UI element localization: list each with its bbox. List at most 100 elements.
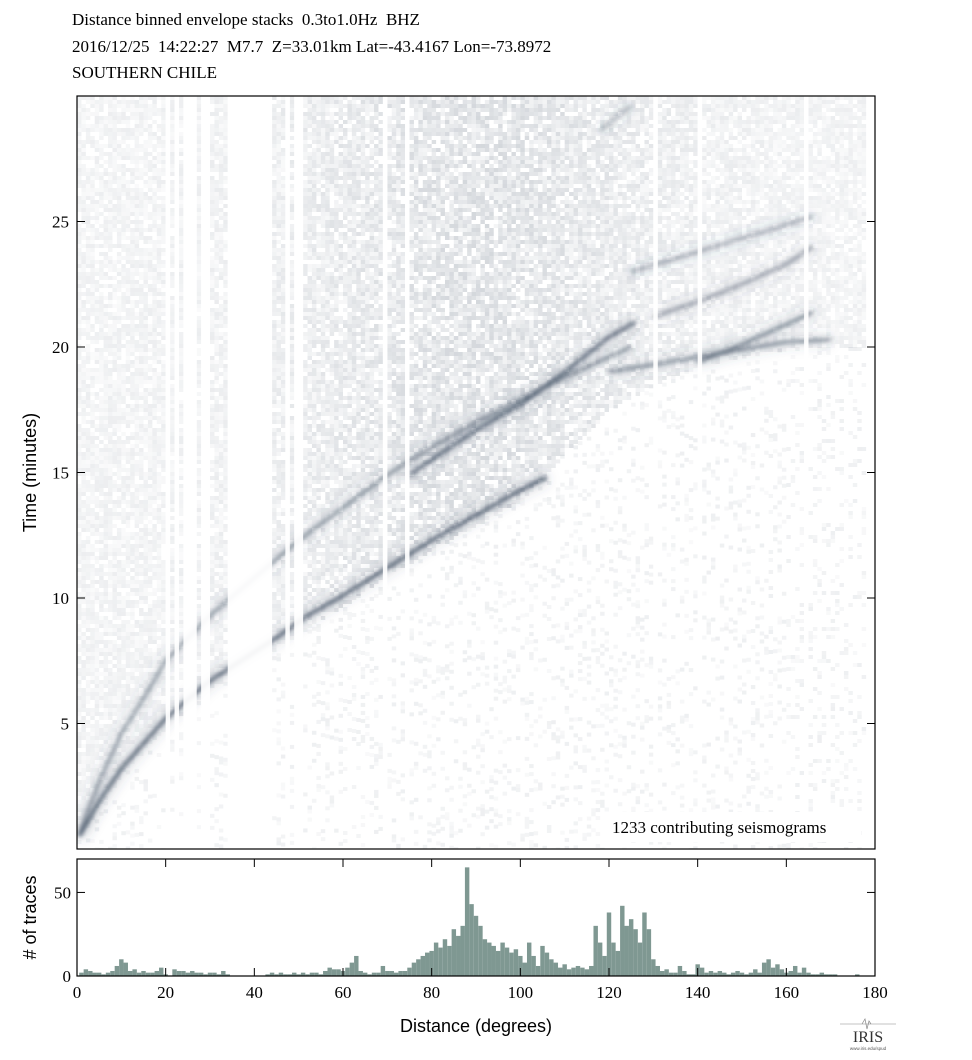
heat-cell — [276, 468, 281, 472]
heat-cell — [81, 128, 86, 132]
heat-cell — [280, 196, 286, 200]
heat-cell — [103, 704, 109, 708]
heat-cell — [85, 736, 91, 740]
heat-cell — [99, 648, 104, 652]
heat-cell — [307, 288, 312, 292]
heat-cell — [214, 600, 219, 604]
heat-cell — [303, 316, 308, 320]
heat-cell — [316, 152, 321, 156]
heat-cell — [90, 280, 95, 284]
heat-cell — [130, 472, 135, 476]
heat-cell — [178, 108, 184, 112]
heat-cell — [289, 632, 295, 636]
heat-cell — [152, 404, 157, 408]
heat-cell — [289, 604, 295, 608]
heat-cell — [77, 200, 82, 204]
heat-cell — [276, 172, 281, 176]
heat-cell — [90, 448, 94, 452]
heat-cell — [196, 636, 202, 640]
heat-cell — [161, 376, 165, 380]
heat-cell — [95, 380, 99, 384]
heat-cell — [125, 116, 131, 120]
heat-cell — [156, 753, 162, 758]
heat-cell — [316, 124, 321, 128]
heat-cell — [280, 572, 286, 576]
heat-cell — [121, 296, 126, 300]
heat-cell — [307, 512, 312, 516]
heat-cell — [121, 560, 125, 564]
heat-cell — [103, 228, 109, 232]
heat-cell — [152, 264, 157, 268]
heat-cell — [90, 580, 95, 584]
heat-cell — [276, 464, 281, 468]
heat-cell — [81, 560, 85, 564]
heat-cell — [134, 100, 140, 104]
heat-cell — [276, 176, 281, 180]
heat-cell — [276, 368, 281, 372]
heat-cell — [196, 204, 202, 208]
heat-cell — [86, 188, 90, 192]
heat-cell — [112, 124, 117, 128]
heat-cell — [272, 188, 277, 192]
heat-cell — [139, 248, 144, 252]
heat-cell — [161, 684, 166, 688]
heat-cell — [156, 596, 162, 600]
heat-cell — [178, 284, 184, 288]
heat-cell — [148, 272, 152, 276]
heat-cell — [116, 344, 122, 348]
heat-cell — [108, 472, 112, 476]
heat-cell — [170, 400, 175, 404]
heat-cell — [77, 688, 82, 692]
heat-cell — [179, 468, 183, 472]
heat-cell — [272, 580, 277, 584]
heat-cell — [320, 508, 326, 512]
heat-cell — [311, 556, 317, 560]
heat-cell — [161, 532, 165, 536]
heat-cell — [272, 296, 277, 300]
heat-cell — [178, 368, 184, 372]
heat-cell — [280, 690, 286, 695]
heat-cell — [276, 480, 281, 484]
heat-cell — [112, 508, 116, 512]
heat-cell — [303, 264, 308, 268]
heat-cell — [272, 576, 277, 580]
heat-cell — [139, 300, 144, 304]
heat-cell — [139, 288, 144, 292]
heat-cell — [139, 132, 144, 136]
heat-cell — [218, 244, 224, 248]
heat-cell — [143, 512, 148, 516]
heat-cell — [170, 680, 174, 684]
heat-cell — [85, 308, 91, 312]
heat-cell — [223, 548, 228, 552]
heat-cell — [178, 188, 184, 192]
heat-cell — [219, 232, 223, 236]
heat-cell — [99, 548, 104, 552]
heat-cell — [108, 688, 113, 692]
heat-cell — [320, 304, 326, 308]
heat-cell — [125, 484, 131, 488]
heat-cell — [223, 468, 228, 472]
heat-cell — [214, 520, 219, 524]
heat-cell — [214, 819, 219, 824]
heat-cell — [103, 272, 109, 276]
heat-cell — [116, 364, 122, 368]
heat-cell — [94, 724, 100, 728]
heat-cell — [99, 100, 104, 104]
heat-cell — [143, 540, 148, 544]
heat-cell — [147, 652, 153, 656]
heat-cell — [152, 172, 156, 176]
heat-cell — [277, 168, 281, 172]
heat-cell — [276, 352, 281, 356]
heat-cell — [289, 228, 295, 232]
heat-cell — [289, 364, 295, 368]
heat-cell — [81, 648, 86, 652]
heat-cell — [121, 292, 126, 296]
heat-cell — [144, 144, 148, 148]
heat-cell — [161, 692, 166, 696]
heat-cell — [139, 456, 143, 460]
heat-cell — [116, 320, 122, 324]
heat-cell — [218, 188, 224, 192]
heat-cell — [272, 352, 277, 356]
heat-cell — [139, 360, 144, 364]
heat-cell — [210, 212, 215, 216]
